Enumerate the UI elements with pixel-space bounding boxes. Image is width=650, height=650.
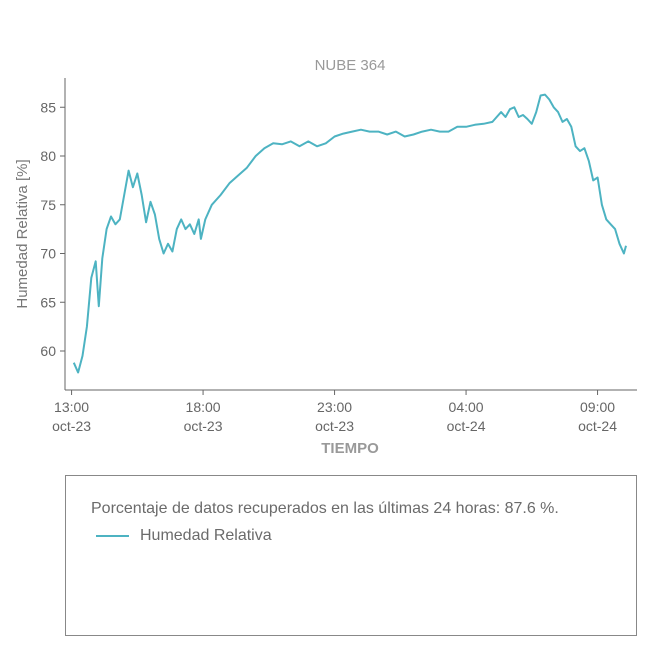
x-tick-label-time: 13:00 (54, 399, 89, 415)
y-axis: 60 65 70 75 80 85 (40, 78, 66, 390)
x-tick-label-date: oct-23 (184, 418, 223, 434)
x-tick-label-date: oct-24 (447, 418, 486, 434)
series-layer (72, 93, 627, 374)
legend-swatch (96, 535, 129, 537)
y-tick-label: 75 (40, 197, 56, 213)
y-tick-label: 65 (40, 294, 56, 310)
y-tick-label: 85 (40, 99, 56, 115)
y-tick-label: 60 (40, 343, 56, 359)
x-axis-label: TIEMPO (321, 440, 379, 457)
x-tick-label-date: oct-23 (315, 418, 354, 434)
series-line (72, 93, 627, 374)
y-axis-label: Humedad Relativa [%] (14, 159, 31, 308)
chart-title: NUBE 364 (315, 57, 386, 74)
legend-box: Porcentaje de datos recuperados en las ú… (65, 475, 637, 636)
x-tick-label-time: 23:00 (317, 399, 352, 415)
x-axis: 13:00 oct-23 18:00 oct-23 23:00 oct-23 04:00 oc… (52, 389, 637, 434)
x-tick-label-date: oct-24 (578, 418, 617, 434)
line-chart: NUBE 364 60 65 70 75 80 85 13:00 oct-23 18:00 oc… (14, 57, 637, 457)
x-tick-label-time: 18:00 (186, 399, 221, 415)
legend-label: Humedad Relativa (140, 527, 272, 544)
data-recovery-note: Porcentaje de datos recuperados en las ú… (91, 500, 559, 517)
y-tick-label: 70 (40, 246, 56, 262)
x-tick-label-date: oct-23 (52, 418, 91, 434)
x-tick-label-time: 09:00 (580, 399, 615, 415)
x-tick-label-time: 04:00 (449, 399, 484, 415)
y-tick-label: 80 (40, 148, 56, 164)
legend-item: Humedad Relativa (96, 527, 272, 545)
